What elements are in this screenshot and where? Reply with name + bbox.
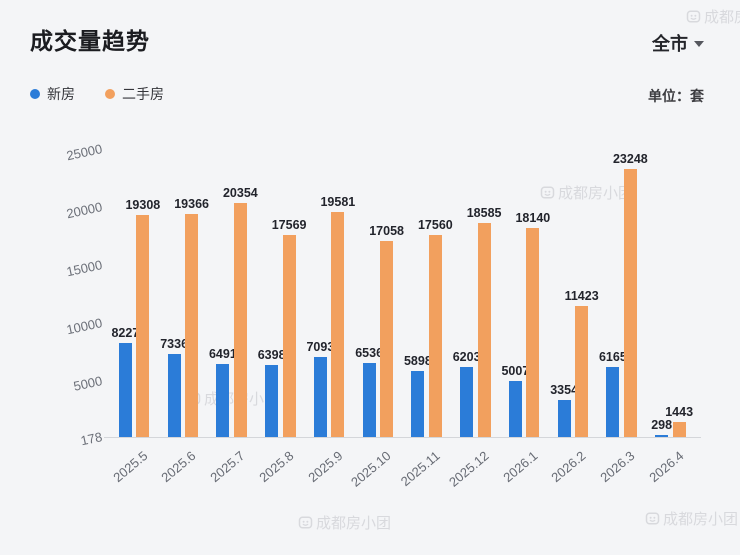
chevron-down-icon xyxy=(694,41,704,47)
unit-label: 单位：套 xyxy=(648,88,704,104)
bar-二手房 xyxy=(672,422,686,437)
region-selector[interactable]: 全市 xyxy=(652,30,704,56)
x-axis-label: 2025.12 xyxy=(445,448,492,490)
x-axis-label: 2026.2 xyxy=(548,448,589,486)
bar-value-label: 18585 xyxy=(466,206,502,221)
bar-二手房 xyxy=(526,228,540,437)
bar-二手房 xyxy=(623,168,637,437)
bar-新房 xyxy=(460,367,474,437)
bar-value-label: 23248 xyxy=(612,151,648,166)
watermark: 成都房小团 xyxy=(298,512,391,533)
legend-item-new-homes[interactable]: 新房 xyxy=(30,84,75,104)
watermark-text: 成都房小团 xyxy=(558,185,634,202)
watermark: 成都房小团 xyxy=(645,508,738,529)
bar-二手房 xyxy=(282,234,296,437)
x-axis-label: 2026.3 xyxy=(597,448,638,486)
bar-value-label: 5007 xyxy=(501,363,530,378)
brand-logo-icon xyxy=(298,516,313,529)
bar-value-label: 18140 xyxy=(515,211,551,226)
bar-value-label: 20354 xyxy=(222,185,258,200)
bar-value-label: 8227 xyxy=(111,326,140,341)
y-axis-label: 5000 xyxy=(72,373,104,394)
watermark: 成都房小团 xyxy=(540,182,633,203)
brand-logo-icon xyxy=(540,186,555,199)
bar-value-label: 298 xyxy=(651,418,673,432)
bar-value-label: 17560 xyxy=(417,218,453,233)
bar-新房 xyxy=(557,400,571,437)
bar-二手房 xyxy=(136,214,150,437)
bar-新房 xyxy=(362,363,376,437)
x-axis-label: 2025.7 xyxy=(207,448,248,486)
x-axis-label: 2025.6 xyxy=(158,448,199,486)
bar-value-label: 11423 xyxy=(564,289,599,304)
watermark: 成都房小团 xyxy=(686,6,740,27)
bar-新房 xyxy=(265,364,279,437)
bar-二手房 xyxy=(331,211,345,437)
bar-value-label: 5898 xyxy=(403,353,432,368)
bar-新房 xyxy=(655,435,669,437)
y-axis-label: 178 xyxy=(79,429,104,449)
y-axis-label: 20000 xyxy=(65,198,104,222)
bar-新房 xyxy=(167,353,181,437)
x-axis-label: 2025.5 xyxy=(109,448,151,486)
bar-新房 xyxy=(508,380,522,437)
page-title: 成交量趋势 xyxy=(30,28,150,54)
watermark-text: 成都房小团 xyxy=(316,515,392,532)
legend-item-secondhand-homes[interactable]: 二手房 xyxy=(105,84,164,104)
bar-value-label: 6491 xyxy=(208,346,237,361)
bar-value-label: 17569 xyxy=(271,217,307,232)
watermark-text: 成都房小团 xyxy=(663,511,739,528)
x-axis-label: 2025.8 xyxy=(256,448,297,486)
bar-value-label: 3354 xyxy=(550,383,579,398)
bar-value-label: 6203 xyxy=(452,350,481,364)
bar-value-label: 19581 xyxy=(320,194,356,209)
legend-label-secondhand-homes: 二手房 xyxy=(122,86,164,102)
bar-value-label: 6165 xyxy=(598,350,627,365)
legend-dot-blue xyxy=(30,89,40,99)
brand-logo-icon xyxy=(645,512,660,525)
x-axis-label: 2025.9 xyxy=(304,448,346,486)
y-axis-label: 15000 xyxy=(65,256,104,280)
bar-value-label: 19366 xyxy=(174,197,209,212)
bar-value-label: 1443 xyxy=(665,405,694,420)
bar-新房 xyxy=(606,367,620,437)
bar-二手房 xyxy=(428,235,442,437)
brand-logo-icon xyxy=(686,10,701,23)
bar-新房 xyxy=(313,356,327,437)
bar-新房 xyxy=(118,343,132,437)
bar-value-label: 7336 xyxy=(160,336,189,351)
x-axis-label: 2026.4 xyxy=(646,448,687,486)
bar-二手房 xyxy=(233,202,247,437)
bar-value-label: 17058 xyxy=(369,223,404,238)
bar-value-label: 7093 xyxy=(306,339,335,354)
x-axis-label: 2025.10 xyxy=(348,448,394,490)
x-axis-line xyxy=(104,437,701,438)
bar-新房 xyxy=(411,370,425,437)
region-selector-label: 全市 xyxy=(652,34,688,54)
bar-新房 xyxy=(216,363,230,437)
bar-value-label: 6536 xyxy=(355,346,384,361)
bar-value-label: 6398 xyxy=(257,347,286,362)
legend-label-new-homes: 新房 xyxy=(47,86,75,102)
chart-legend: 新房 二手房 xyxy=(30,84,164,104)
bar-二手房 xyxy=(185,214,199,437)
watermark-text: 成都房小团 xyxy=(704,9,740,26)
x-axis-label: 2025.11 xyxy=(397,448,443,490)
bar-二手房 xyxy=(477,223,491,437)
bar-二手房 xyxy=(575,306,589,437)
legend-dot-orange xyxy=(105,89,115,99)
bar-value-label: 19308 xyxy=(125,197,161,212)
bar-二手房 xyxy=(380,240,394,437)
y-axis-label: 25000 xyxy=(65,140,104,163)
x-axis-label: 2026.1 xyxy=(499,448,541,486)
